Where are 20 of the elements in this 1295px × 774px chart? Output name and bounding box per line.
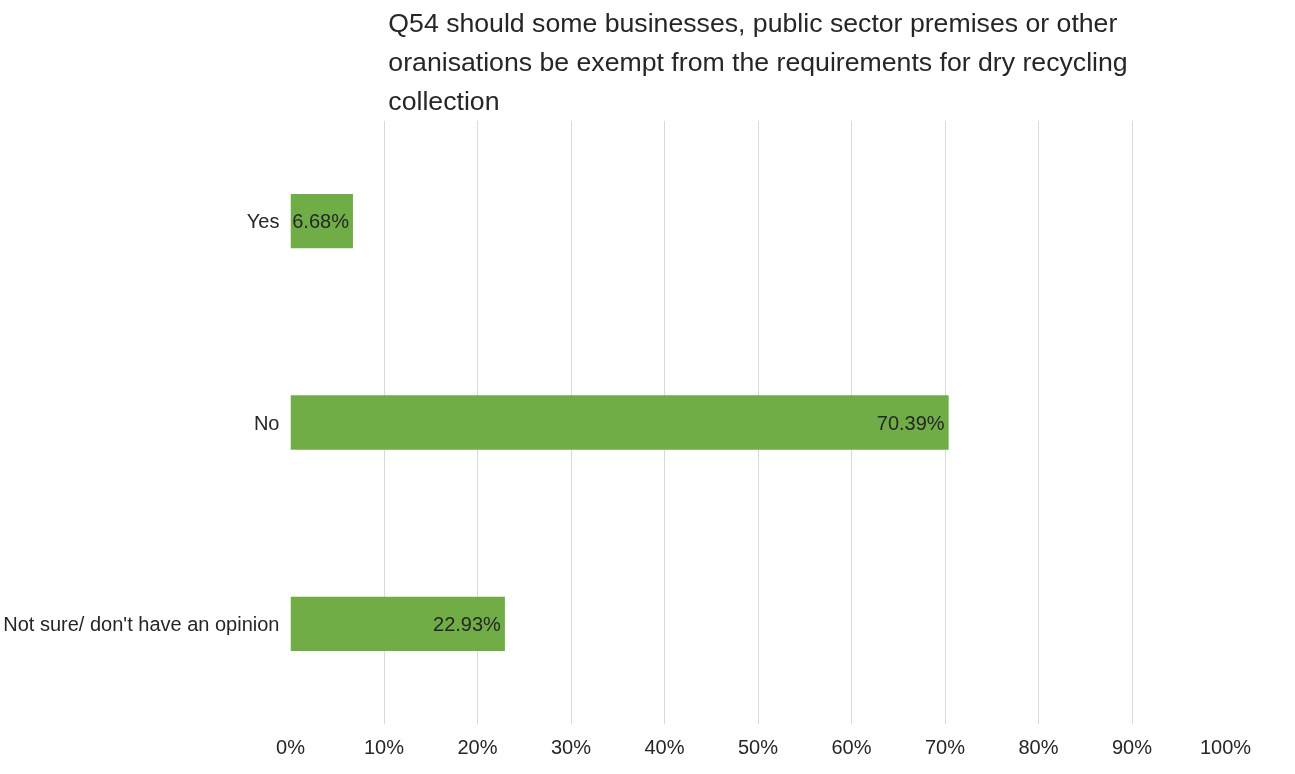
bar: [290, 596, 505, 652]
x-tick-label: 70%: [924, 735, 966, 758]
y-tick-label: Yes: [246, 210, 280, 233]
x-tick-label: 60%: [831, 735, 872, 758]
x-tick-label: 80%: [1018, 735, 1059, 758]
x-tick-label: 40%: [644, 735, 685, 758]
chart-title: Q54 should some businesses, public sector premises or other oranisations be exempt from the requirements for dry recycling collection: [388, 7, 1128, 116]
x-tick-label: 50%: [737, 735, 779, 758]
x-tick-label: 10%: [363, 735, 405, 758]
x-tick-label: 20%: [457, 735, 498, 758]
x-tick-label: 100%: [1199, 735, 1252, 758]
y-tick-label: Not sure/ don't have an opinion: [3, 612, 280, 635]
x-tick-label: 30%: [550, 735, 592, 758]
bar: [290, 395, 949, 450]
y-tick-label: No: [253, 411, 280, 434]
data-label: 70.39%: [876, 411, 945, 434]
data-label: 22.93%: [433, 612, 502, 635]
data-label: 6.68%: [292, 210, 350, 233]
x-tick-label: 90%: [1111, 735, 1153, 758]
x-tick-label: 0%: [276, 735, 306, 758]
